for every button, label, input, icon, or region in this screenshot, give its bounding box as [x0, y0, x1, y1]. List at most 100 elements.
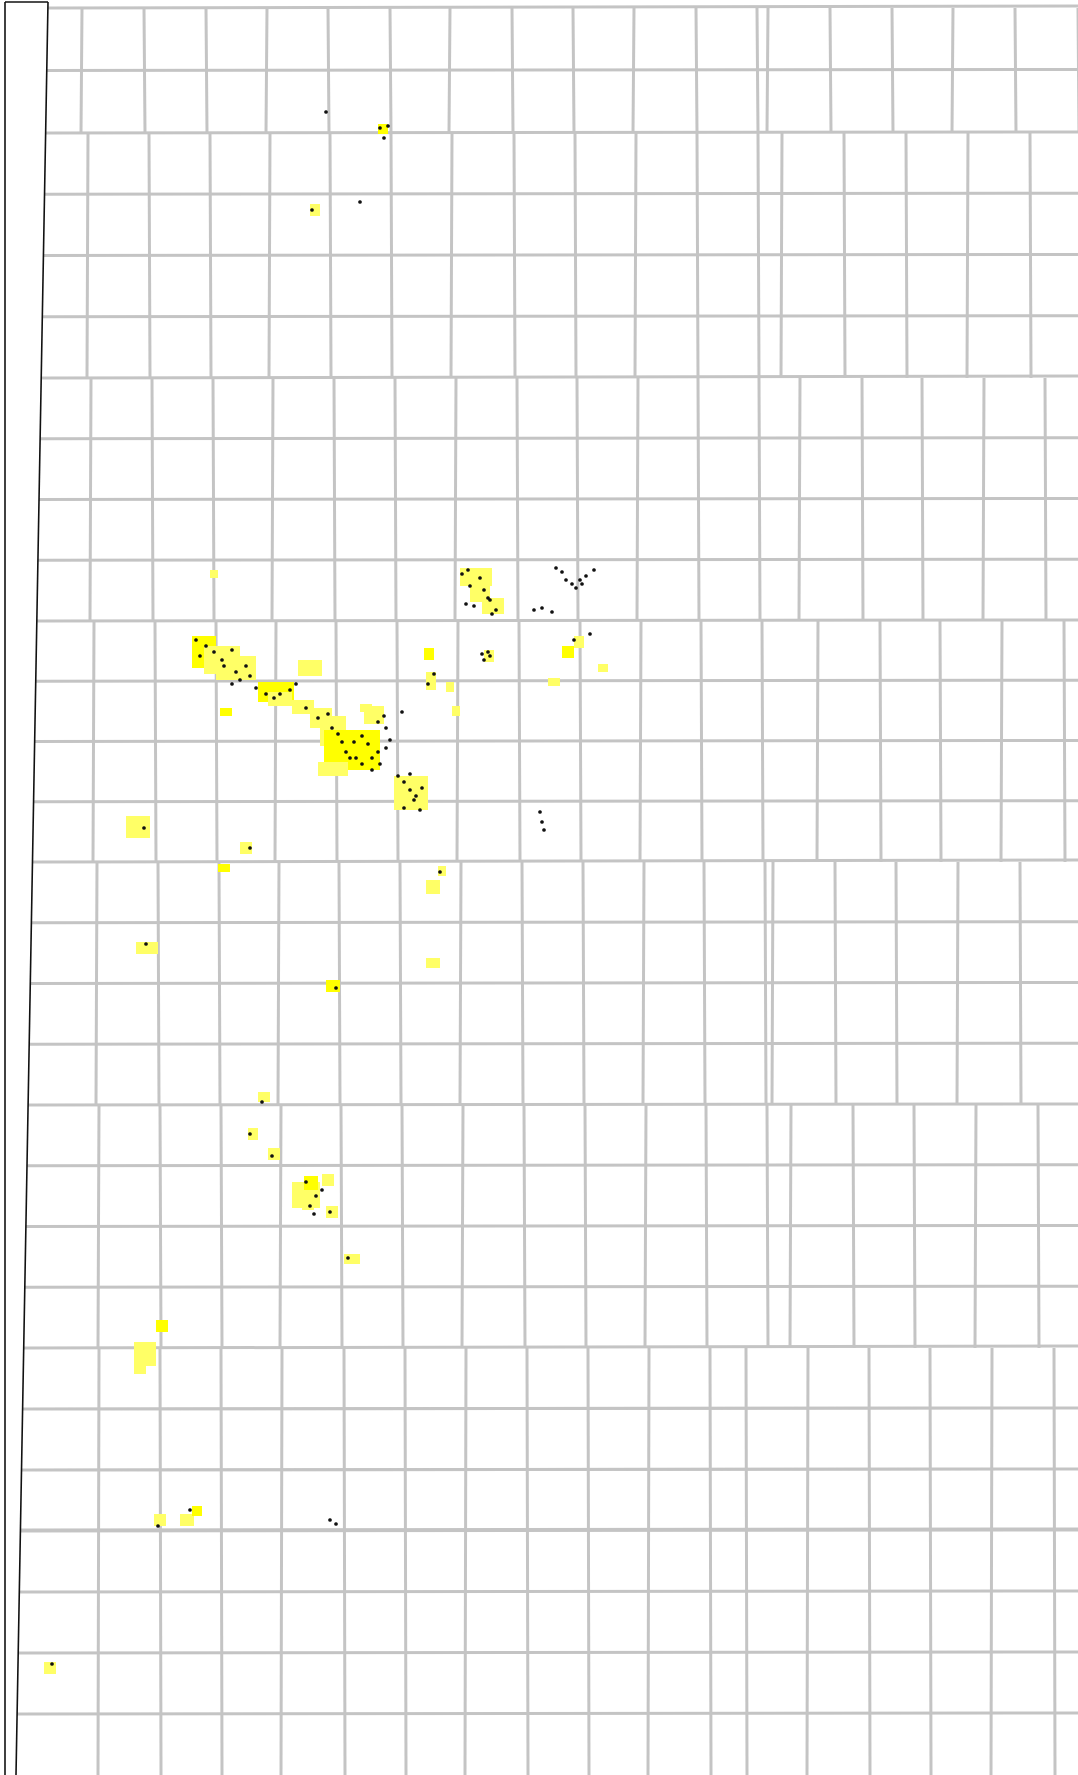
field-area-cell: [360, 704, 372, 712]
section-col-line-3-9: [638, 620, 643, 863]
well-point: [414, 794, 418, 798]
well-point: [330, 726, 334, 730]
field-area-cell: [298, 660, 322, 676]
section-row-line-extra-2: [21, 1467, 1078, 1472]
section-col-line-6-1: [158, 1347, 163, 1775]
section-col-line-6-2: [219, 1347, 224, 1775]
section-col-line-2-9: [635, 377, 640, 622]
section-col-line-3-14: [938, 620, 943, 863]
section-row-line-1-3: [42, 314, 1078, 319]
section-row-line-1-1: [44, 191, 1078, 196]
well-point: [538, 810, 542, 814]
well-point: [554, 566, 558, 570]
well-point: [278, 692, 282, 696]
field-area-cell: [258, 1092, 270, 1102]
field-area-cell: [424, 648, 434, 660]
section-col-line-1-11: [756, 132, 761, 379]
well-point: [328, 1518, 332, 1522]
section-row-line-4-1: [31, 920, 1078, 925]
field-area-cell: [318, 762, 348, 776]
township-line-6: [23, 1344, 1078, 1350]
section-col-line-1-14: [904, 132, 909, 379]
section-row-line-5-1: [26, 1163, 1078, 1168]
well-point: [334, 986, 338, 990]
section-col-line-4-9: [641, 861, 646, 1106]
well-point: [532, 608, 536, 612]
township-line-0: [47, 4, 1078, 10]
well-point: [482, 658, 486, 662]
section-col-line-5-1: [158, 1104, 163, 1349]
well-point: [480, 652, 484, 656]
section-col-line-0-0: [79, 7, 84, 134]
section-col-line-1-3: [267, 132, 272, 379]
field-area-cell: [426, 958, 440, 968]
well-point: [248, 674, 252, 678]
well-point: [572, 638, 576, 642]
well-point: [354, 756, 358, 760]
section-col-line-6-8: [586, 1347, 591, 1775]
well-point: [144, 942, 148, 946]
section-col-line-2-10: [696, 377, 701, 622]
section-col-line-4-6: [458, 861, 463, 1106]
section-col-line-4-3: [276, 861, 281, 1106]
section-col-line-1-8: [573, 132, 578, 379]
well-point: [378, 126, 382, 130]
section-col-line-6-13: [867, 1347, 872, 1775]
well-point: [352, 740, 356, 744]
well-point: [248, 1132, 252, 1136]
field-area-cell: [268, 1148, 280, 1160]
section-col-line-1-9: [633, 132, 638, 379]
well-point: [408, 788, 412, 792]
well-point: [346, 1256, 350, 1260]
well-point: [378, 762, 382, 766]
section-col-line-4-0: [94, 861, 99, 1106]
field-area-cell: [378, 124, 388, 134]
well-point: [584, 574, 588, 578]
section-col-line-0-13: [828, 7, 833, 134]
field-area-cell: [134, 1342, 156, 1366]
section-col-line-2-1: [150, 377, 155, 622]
field-area-cell: [192, 1506, 202, 1516]
well-point: [386, 124, 390, 128]
section-col-line-4-11: [763, 861, 768, 1106]
section-row-line-1-2: [43, 253, 1078, 257]
well-point: [294, 682, 298, 686]
well-point: [50, 1662, 54, 1666]
well-point: [222, 664, 226, 668]
section-col-line-0-5: [388, 7, 393, 134]
section-col-line-3-8: [578, 620, 583, 863]
well-point: [270, 1154, 274, 1158]
section-col-line-2-8: [575, 377, 580, 622]
well-point: [540, 820, 544, 824]
section-col-line-3-11: [760, 620, 765, 863]
well-point: [400, 710, 404, 714]
well-point: [550, 610, 554, 614]
field-area-cell: [268, 692, 292, 706]
section-row-line-6-6: [17, 1711, 1078, 1716]
well-point: [304, 706, 308, 710]
section-col-line-2-13: [860, 377, 865, 622]
section-col-line-5-7: [522, 1104, 527, 1349]
well-point: [592, 568, 596, 572]
well-point: [358, 200, 362, 204]
section-col-line-3-10: [699, 620, 704, 863]
section-col-line-1-7: [512, 132, 517, 379]
section-col-line-5-0: [96, 1104, 101, 1349]
well-point: [254, 686, 258, 690]
well-point: [420, 786, 424, 790]
section-col-line-2-14: [920, 377, 925, 622]
section-col-line-2-7: [515, 377, 520, 622]
section-col-line-0-1: [142, 7, 147, 134]
well-point: [316, 716, 320, 720]
section-col-line-2-12: [797, 377, 802, 622]
section-col-line-3-15: [999, 620, 1004, 863]
well-point: [486, 650, 490, 654]
well-point: [288, 688, 292, 692]
well-point: [488, 654, 492, 658]
well-point: [472, 604, 476, 608]
well-point: [438, 870, 442, 874]
section-col-line-5-11: [765, 1104, 770, 1349]
section-col-line-0-8: [571, 7, 576, 134]
well-point: [418, 808, 422, 812]
